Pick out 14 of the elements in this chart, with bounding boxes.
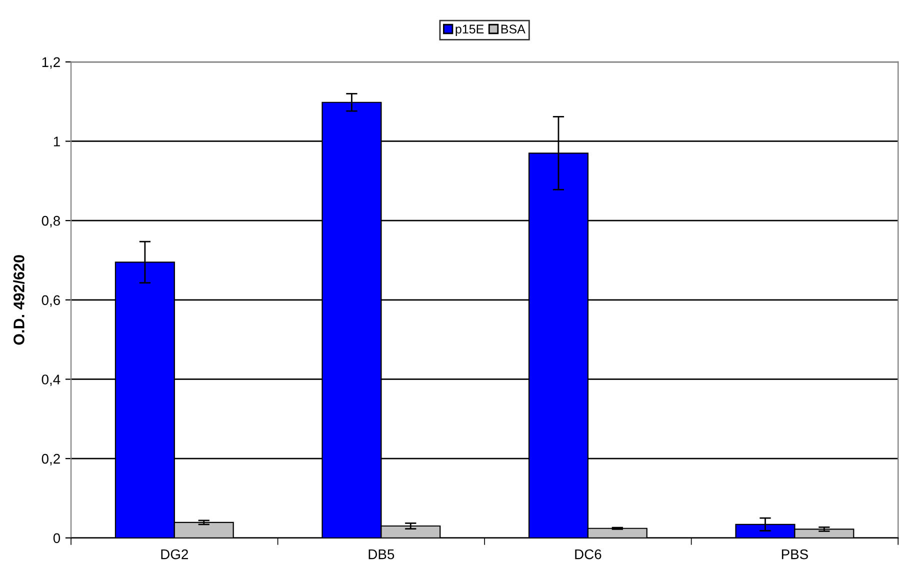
- y-tick-label: 1: [54, 136, 60, 146]
- x-tick-label: DC6: [575, 549, 602, 560]
- x-tick-label: DB5: [368, 550, 394, 560]
- y-tick-label: 0,6: [42, 295, 60, 307]
- x-tick-label: DG2: [161, 549, 188, 560]
- legend-label: BSA: [501, 24, 526, 34]
- y-tick-label: 1,2: [42, 57, 60, 69]
- legend-label: p15E: [456, 24, 484, 36]
- x-tick-label: PBS: [782, 549, 808, 560]
- y-axis-title: O.D. 492/620: [13, 255, 25, 345]
- y-tick-label: 0,4: [42, 374, 60, 386]
- y-tick-label: 0: [53, 533, 60, 544]
- y-tick-label: 0,8: [42, 216, 60, 228]
- y-tick-label: 0,2: [42, 454, 60, 466]
